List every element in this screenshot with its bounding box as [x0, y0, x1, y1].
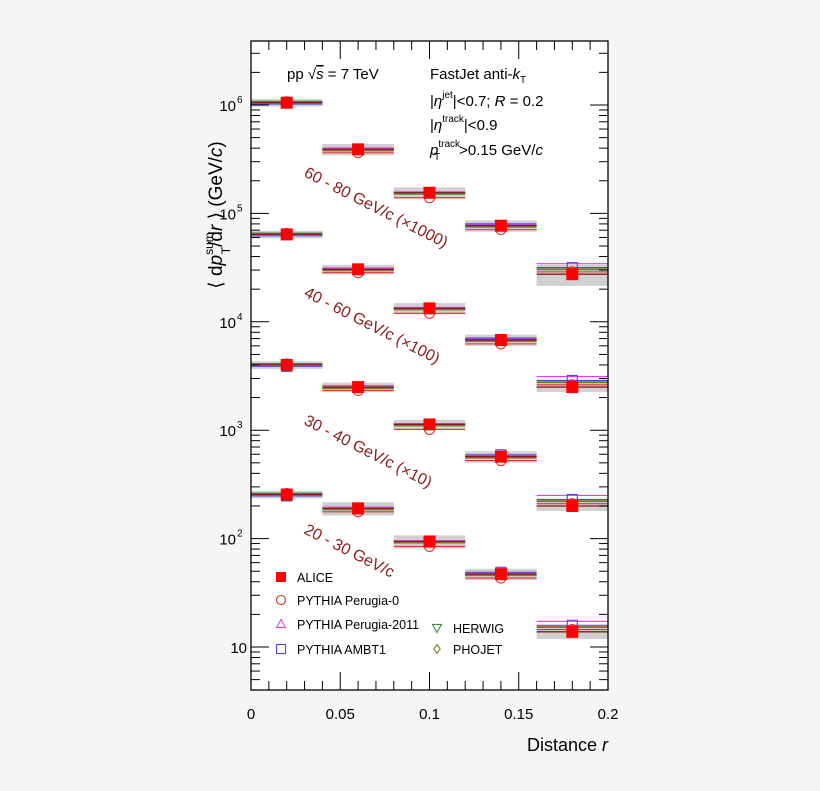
y-tick-exponent: 2	[237, 529, 243, 540]
triangle-up-marker	[275, 618, 287, 629]
alice-point	[423, 535, 436, 548]
diamond-marker	[433, 643, 441, 655]
alice-point	[566, 625, 579, 638]
legend-label: HERWIG	[453, 622, 504, 636]
legend-item: PYTHIA AMBT1	[275, 643, 386, 657]
alice-point	[423, 186, 436, 199]
alice-point	[423, 302, 436, 315]
y-tick-exponent: 3	[237, 420, 243, 431]
x-tick-label: 0	[247, 706, 255, 723]
alice-point	[566, 499, 579, 512]
legend-label: PYTHIA Perugia-0	[297, 594, 399, 608]
x-tick-label: 0.1	[419, 706, 440, 723]
legend-item: PYTHIA Perugia-2011	[275, 618, 419, 632]
y-axis-label: ⟨ dpsum T/dr ⟩ (GeV/c)	[202, 141, 233, 288]
alice-point	[423, 418, 436, 431]
info-eta-jet: |ηjet|<0.7; R = 0.2	[430, 90, 543, 110]
alice-point	[566, 268, 579, 281]
y-tick-exponent: 6	[237, 95, 243, 106]
legend-item: PYTHIA Perugia-0	[275, 594, 399, 608]
info-pt-cut: ptrack T >0.15 GeV/c	[429, 139, 543, 163]
alice-point	[494, 568, 507, 581]
info-algorithm: FastJet anti-kT	[430, 66, 526, 86]
info-collision: pp √s = 7 TeV	[287, 66, 379, 83]
legend-item: PHOJET	[433, 643, 503, 657]
legend-label: ALICE	[297, 571, 333, 585]
triangle-down-marker	[431, 623, 443, 634]
alice-point	[494, 450, 507, 463]
alice-point	[352, 143, 365, 156]
alice-point	[494, 333, 507, 346]
alice-data-points	[280, 96, 579, 638]
y-tick-label: 10	[219, 98, 236, 115]
info-eta-track: |ηtrack|<0.9	[430, 114, 497, 134]
legend-label: PYTHIA Perugia-2011	[297, 618, 419, 632]
y-tick-exponent: 5	[237, 203, 243, 214]
y-tick-exponent: 4	[237, 312, 243, 323]
x-tick-label: 0.05	[326, 706, 355, 723]
y-tick-label: 10	[219, 532, 236, 549]
alice-point	[280, 358, 293, 371]
alice-point	[280, 488, 293, 501]
info-annotations: pp √s = 7 TeV FastJet anti-kT |ηjet|<0.7; …	[287, 66, 543, 163]
alice-point	[494, 219, 507, 232]
alice-point	[566, 381, 579, 394]
legend-item: HERWIG	[431, 622, 504, 636]
x-axis-label: Distance r	[527, 735, 609, 755]
alice-point	[352, 381, 365, 394]
y-tick-label: 10	[219, 206, 236, 223]
alice-point	[280, 228, 293, 241]
legend-item: ALICE	[276, 571, 333, 585]
x-tick-label: 0.2	[598, 706, 619, 723]
alice-point	[352, 263, 365, 276]
y-tick-label: 10	[219, 315, 236, 332]
x-tick-label: 0.15	[504, 706, 533, 723]
square-marker	[275, 643, 287, 655]
legend-label: PYTHIA AMBT1	[297, 643, 386, 657]
y-tick-label: 10	[230, 640, 247, 657]
circle-marker	[275, 594, 287, 606]
y-tick-label: 10	[219, 423, 236, 440]
alice-point	[352, 502, 365, 515]
legend: ALICE PYTHIA Perugia-0 PYTHIA Perugia-2011…	[275, 571, 504, 657]
alice-point	[280, 96, 293, 109]
legend-label: PHOJET	[453, 643, 503, 657]
alice-marker	[276, 572, 286, 582]
